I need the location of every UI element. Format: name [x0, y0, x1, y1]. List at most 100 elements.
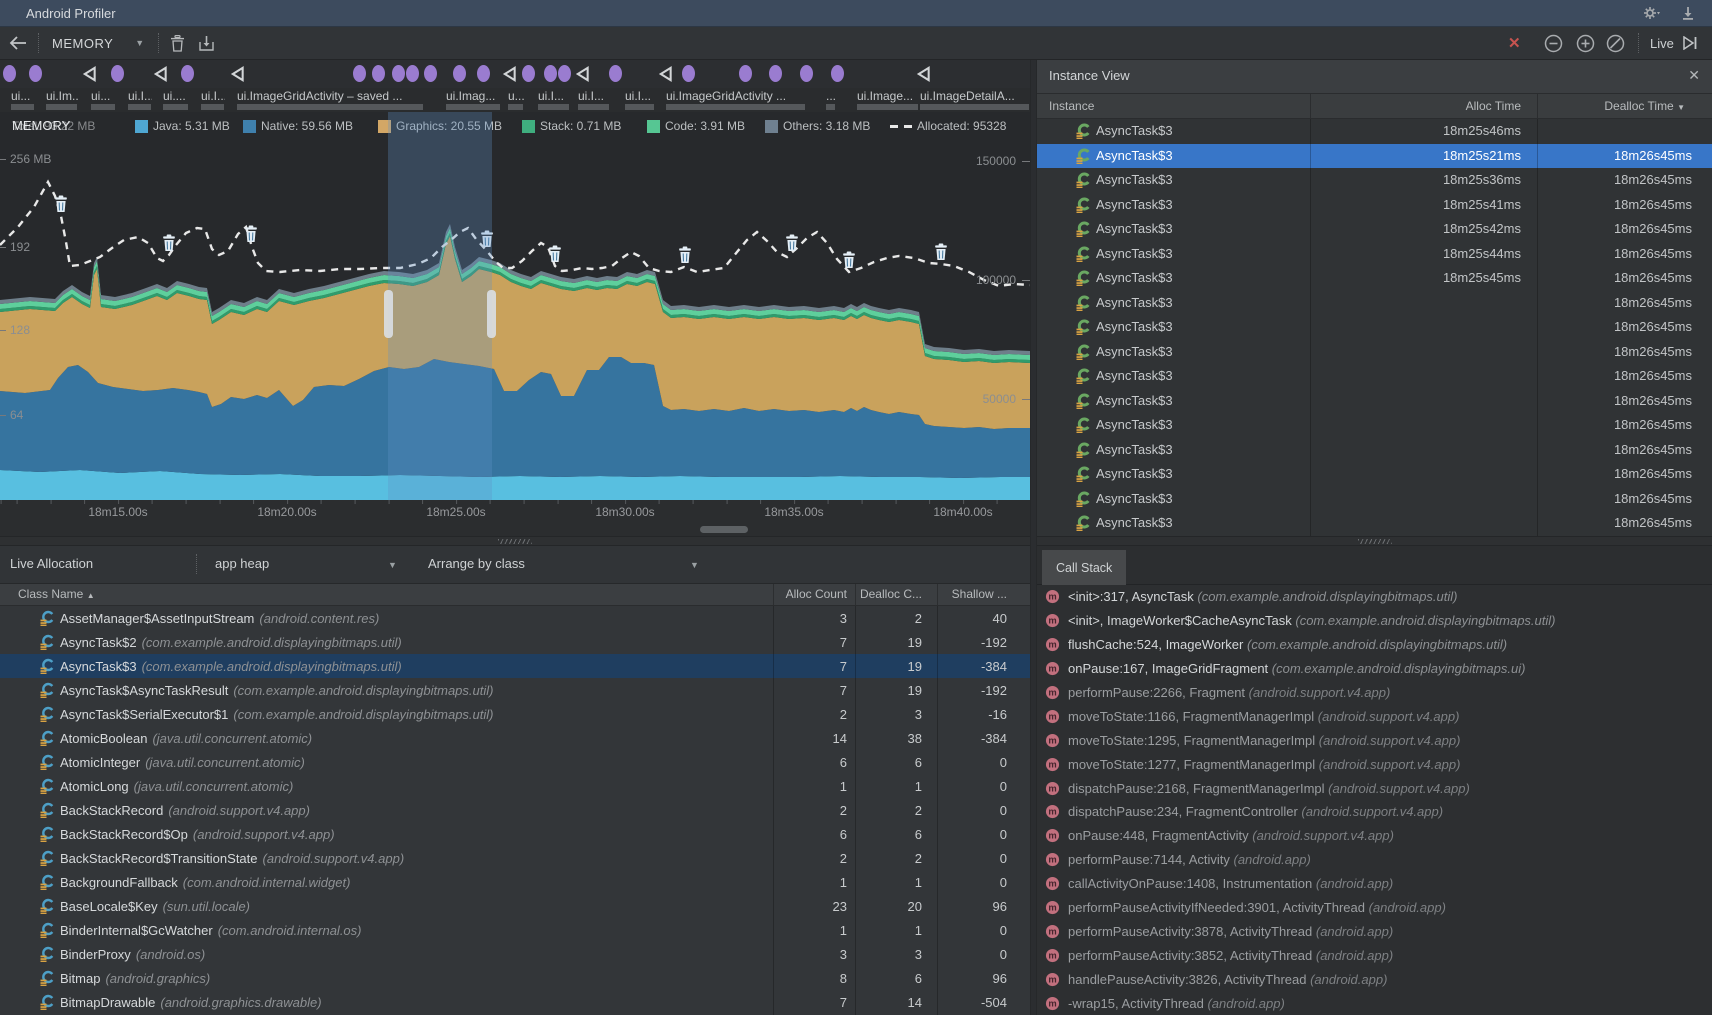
back-button[interactable] — [8, 27, 28, 59]
column-dealloc-count[interactable]: Dealloc C... — [859, 587, 922, 601]
instance-row[interactable]: AsyncTask$3 18m25s36ms 18m26s45ms — [1037, 168, 1712, 193]
memory-area-chart[interactable] — [0, 140, 1030, 500]
instance-row[interactable]: AsyncTask$3 18m25s21ms 18m26s45ms — [1037, 143, 1712, 168]
instance-row[interactable]: AsyncTask$3 18m25s46ms — [1037, 119, 1712, 144]
class-name: AsyncTask$SerialExecutor$1 (com.example.a… — [60, 706, 494, 722]
stack-frame-row[interactable]: moveToState:1295, FragmentManagerImpl (a… — [1037, 728, 1712, 752]
live-button[interactable]: Live — [1650, 27, 1698, 59]
instance-row[interactable]: AsyncTask$3 18m26s45ms — [1037, 364, 1712, 389]
class-row[interactable]: BitmapDrawable (android.graphics.drawable… — [0, 990, 1030, 1014]
instance-row[interactable]: AsyncTask$3 18m26s45ms — [1037, 487, 1712, 512]
horizontal-splitter[interactable] — [0, 536, 1030, 546]
heap-dropdown[interactable]: app heap — [215, 556, 270, 571]
column-class-name[interactable]: Class Name ▲ — [18, 587, 95, 601]
class-row[interactable]: BackStackRecord$Op (android.support.v4.ap… — [0, 822, 1030, 846]
class-row[interactable]: BinderProxy (android.os) 3 3 0 — [0, 942, 1030, 966]
timeline-scrollbar[interactable] — [0, 522, 1030, 536]
class-row[interactable]: BackStackRecord$TransitionState (android.… — [0, 846, 1030, 870]
gear-icon[interactable] — [1642, 5, 1660, 21]
stack-frame-row[interactable]: performPauseActivity:3878, ActivityThrea… — [1037, 919, 1712, 943]
stack-frame-row[interactable]: dispatchPause:234, FragmentController (a… — [1037, 800, 1712, 824]
stack-frame-row[interactable]: moveToState:1277, FragmentManagerImpl (a… — [1037, 752, 1712, 776]
tab-call-stack[interactable]: Call Stack — [1042, 550, 1127, 585]
column-dealloc-time[interactable]: Dealloc Time ▼ — [1604, 99, 1685, 113]
activity-timeline[interactable]: ui... ui.Im... ui... ui.I... ui.... ui.I… — [0, 88, 1030, 112]
arrange-dropdown[interactable]: Arrange by class — [428, 556, 525, 571]
instance-row[interactable]: AsyncTask$3 18m26s45ms — [1037, 340, 1712, 365]
stack-frame-row[interactable]: <init>, ImageWorker$CacheAsyncTask (com.… — [1037, 609, 1712, 633]
class-row[interactable]: BaseLocale$Key (sun.util.locale) 23 20 96 — [0, 894, 1030, 918]
stack-frame-row[interactable]: onPause:167, ImageGridFragment (com.exam… — [1037, 657, 1712, 681]
class-row[interactable]: BackgroundFallback (com.android.internal.… — [0, 870, 1030, 894]
activity-segment: ui... — [91, 89, 116, 111]
stack-frame-row[interactable]: performPause:7144, Activity (android.app… — [1037, 848, 1712, 872]
instance-row[interactable]: AsyncTask$3 18m26s45ms — [1037, 438, 1712, 463]
instance-row[interactable]: AsyncTask$3 18m25s42ms 18m26s45ms — [1037, 217, 1712, 242]
zoom-in-button[interactable] — [1576, 27, 1595, 59]
class-row[interactable]: Bitmap (android.graphics) 8 6 96 — [0, 966, 1030, 990]
class-row[interactable]: AtomicInteger (java.util.concurrent.atomi… — [0, 750, 1030, 774]
export-capture-button[interactable] — [198, 27, 215, 59]
instance-row[interactable]: AsyncTask$3 18m25s44ms 18m26s45ms — [1037, 242, 1712, 267]
class-row[interactable]: AtomicLong (java.util.concurrent.atomic) … — [0, 774, 1030, 798]
class-row[interactable]: BackStackRecord (android.support.v4.app) … — [0, 798, 1030, 822]
callstack-list[interactable]: <init>:317, AsyncTask (com.example.andro… — [1037, 585, 1712, 1015]
timeline-scrollbar-thumb[interactable] — [700, 526, 748, 533]
stack-frame-row[interactable]: performPauseActivity:3852, ActivityThrea… — [1037, 943, 1712, 967]
instance-row[interactable]: AsyncTask$3 18m25s41ms 18m26s45ms — [1037, 193, 1712, 218]
stack-frame-row[interactable]: moveToState:1166, FragmentManagerImpl (a… — [1037, 704, 1712, 728]
instance-icon — [1076, 417, 1092, 433]
class-row[interactable]: AssetManager$AssetInputStream (android.co… — [0, 606, 1030, 630]
event-timeline[interactable] — [0, 60, 1030, 88]
selection-right-handle[interactable] — [487, 290, 496, 338]
zoom-out-button[interactable] — [1544, 27, 1563, 59]
download-icon[interactable] — [1680, 5, 1696, 21]
instance-row[interactable]: AsyncTask$3 18m25s45ms 18m26s45ms — [1037, 266, 1712, 291]
class-row[interactable]: AsyncTask$3 (com.example.android.displayi… — [0, 654, 1030, 678]
instance-row[interactable]: AsyncTask$3 18m26s45ms — [1037, 511, 1712, 536]
stack-frame-row[interactable]: flushCache:524, ImageWorker (com.example… — [1037, 633, 1712, 657]
back-event-icon — [82, 65, 97, 83]
class-table-header[interactable]: Class Name ▲ Alloc Count Dealloc C... Sh… — [0, 584, 1030, 606]
stack-frame-row[interactable]: dispatchPause:2168, FragmentManagerImpl … — [1037, 776, 1712, 800]
touch-event-icon — [831, 65, 844, 82]
class-row[interactable]: BinderInternal$GcWatcher (com.android.int… — [0, 918, 1030, 942]
instance-row[interactable]: AsyncTask$3 18m26s45ms — [1037, 315, 1712, 340]
class-row[interactable]: AtomicBoolean (java.util.concurrent.atomi… — [0, 726, 1030, 750]
instance-row[interactable]: AsyncTask$3 18m26s45ms — [1037, 462, 1712, 487]
instance-row[interactable]: AsyncTask$3 18m26s45ms — [1037, 291, 1712, 316]
event-marker — [353, 65, 366, 82]
stack-frame-row[interactable]: performPauseActivityIfNeeded:3901, Activ… — [1037, 896, 1712, 920]
class-row[interactable]: AsyncTask$2 (com.example.android.displayi… — [0, 630, 1030, 654]
instance-table-header[interactable]: Instance Alloc Time Dealloc Time ▼ — [1037, 94, 1712, 119]
profiler-type-dropdown[interactable]: MEMORY ▼ — [52, 27, 144, 59]
class-table[interactable]: AssetManager$AssetInputStream (android.co… — [0, 606, 1030, 1015]
class-row[interactable]: AsyncTask$SerialExecutor$1 (com.example.a… — [0, 702, 1030, 726]
time-range-selection[interactable] — [384, 112, 496, 500]
stack-frame-row[interactable]: onPause:448, FragmentActivity (android.s… — [1037, 824, 1712, 848]
stack-frame-row[interactable]: -wrap15, ActivityThread (android.app) — [1037, 991, 1712, 1015]
memory-chart[interactable]: Total: 93.22 MB MEMORY Java: 5.31 MB Nati… — [0, 112, 1030, 522]
column-shallow-size[interactable]: Shallow ... — [951, 587, 1007, 601]
shallow-size-cell: 96 — [992, 898, 1007, 914]
stack-frame-row[interactable]: handlePauseActivity:3826, ActivityThread… — [1037, 967, 1712, 991]
instance-table[interactable]: AsyncTask$3 18m25s46ms AsyncTask$3 18m25… — [1037, 119, 1712, 536]
stack-frame-row[interactable]: performPause:2266, Fragment (android.sup… — [1037, 681, 1712, 705]
column-instance[interactable]: Instance — [1049, 99, 1095, 113]
column-alloc-time[interactable]: Alloc Time — [1465, 99, 1521, 113]
column-alloc-count[interactable]: Alloc Count — [785, 587, 847, 601]
instance-row[interactable]: AsyncTask$3 18m26s45ms — [1037, 413, 1712, 438]
horizontal-splitter[interactable] — [1037, 536, 1712, 546]
stack-frame-row[interactable]: callActivityOnPause:1408, Instrumentatio… — [1037, 872, 1712, 896]
clear-selection-button[interactable]: ✕ — [1508, 35, 1521, 52]
gc-trash-button[interactable] — [170, 27, 185, 59]
selection-left-handle[interactable] — [384, 290, 393, 338]
dealloc-count-cell: 2 — [914, 850, 922, 866]
reset-zoom-button[interactable] — [1606, 27, 1625, 59]
stack-frame-row[interactable]: <init>:317, AsyncTask (com.example.andro… — [1037, 585, 1712, 609]
instance-row[interactable]: AsyncTask$3 18m26s45ms — [1037, 389, 1712, 414]
touch-event-icon — [111, 65, 124, 82]
vertical-splitter[interactable] — [1030, 60, 1037, 1015]
class-row[interactable]: AsyncTask$AsyncTaskResult (com.example.an… — [0, 678, 1030, 702]
close-icon[interactable]: ✕ — [1688, 67, 1700, 83]
